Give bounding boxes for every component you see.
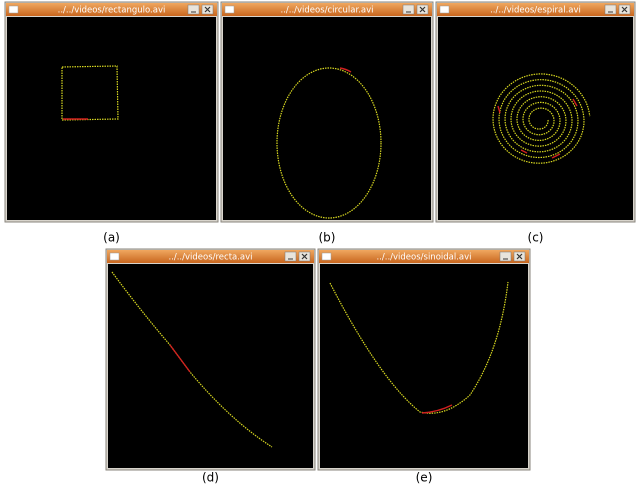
window: ../../videos/sinoidal.avi	[318, 249, 530, 470]
minimize-button[interactable]	[285, 252, 296, 261]
window-title: ../../videos/recta.avi	[168, 253, 252, 263]
caption: (d)	[202, 471, 219, 485]
window-title: ../../videos/espiral.avi	[490, 6, 581, 16]
window: ../../videos/recta.avi	[106, 249, 315, 470]
figure: ../../videos/rectangulo.avi (a) ../../vide…	[0, 0, 637, 489]
minimize-button[interactable]	[403, 5, 414, 14]
page: ../../videos/rectangulo.avi (a) ../../vide…	[0, 0, 637, 489]
window-icon	[110, 253, 119, 260]
window-title: ../../videos/circular.avi	[280, 6, 373, 16]
window: ../../videos/circular.avi	[221, 2, 433, 222]
window-title: ../../videos/sinoidal.avi	[376, 253, 471, 263]
window-title: ../../videos/rectangulo.avi	[58, 6, 166, 16]
video-area	[7, 17, 216, 220]
video-area	[223, 17, 431, 220]
caption: (a)	[103, 231, 120, 245]
window-icon	[322, 253, 331, 260]
minimize-button[interactable]	[500, 252, 511, 261]
window-icon	[225, 6, 234, 13]
window: ../../videos/espiral.avi	[436, 2, 635, 222]
caption: (b)	[319, 231, 336, 245]
window-icon	[9, 6, 18, 13]
caption: (e)	[416, 471, 433, 485]
window-icon	[440, 6, 449, 13]
video-area	[320, 264, 528, 468]
minimize-button[interactable]	[605, 5, 616, 14]
video-area	[438, 17, 633, 220]
caption: (c)	[528, 231, 544, 245]
video-area	[108, 264, 313, 468]
minimize-button[interactable]	[188, 5, 199, 14]
window: ../../videos/rectangulo.avi	[5, 2, 218, 222]
